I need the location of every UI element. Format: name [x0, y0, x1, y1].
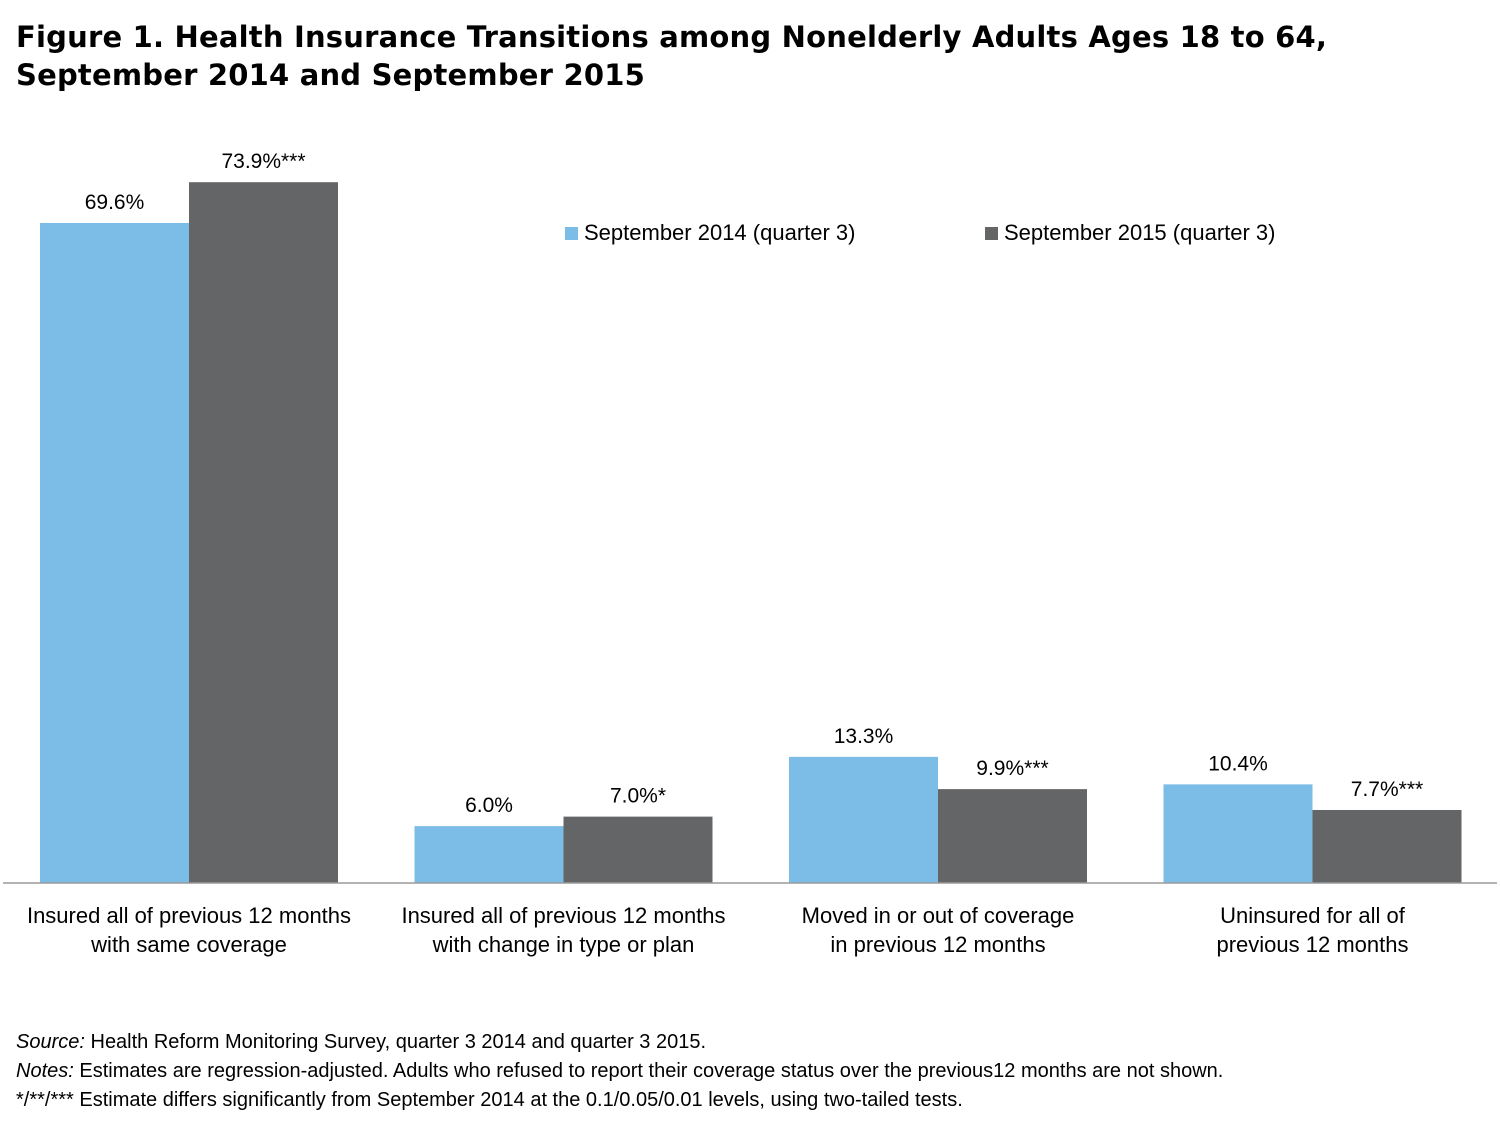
source-text: Health Reform Monitoring Survey, quarter…: [84, 1031, 707, 1053]
significance-note: */**/*** Estimate differs significantly …: [16, 1089, 963, 1111]
notes-note: Notes: Estimates are regression-adjusted…: [16, 1057, 1223, 1086]
category-label-1-line-2: with same coverage: [90, 932, 287, 957]
data-label-2015-3: 9.9%***: [976, 757, 1048, 780]
legend-item-2014: September 2014 (quarter 3): [565, 220, 856, 246]
bar-2014-1: [40, 222, 189, 883]
data-label-2014-3: 13.3%: [834, 725, 894, 748]
bar-2015-3: [938, 789, 1087, 883]
legend-label-2014: September 2014 (quarter 3): [584, 220, 856, 245]
legend-label-2015: September 2015 (quarter 3): [1004, 220, 1276, 245]
footnotes: Source: Health Reform Monitoring Survey,…: [16, 1028, 1223, 1115]
bar-2014-3: [789, 756, 938, 883]
data-label-2015-2: 7.0%*: [610, 785, 666, 808]
notes-text: Estimates are regression-adjusted. Adult…: [73, 1060, 1224, 1082]
source-label: Source:: [16, 1031, 85, 1053]
notes-label: Notes:: [16, 1060, 74, 1082]
bar-2015-1: [189, 182, 338, 883]
data-label-2015-1: 73.9%***: [221, 150, 305, 173]
bar-2015-4: [1312, 809, 1462, 883]
data-label-2014-1: 69.6%: [85, 191, 145, 214]
legend-swatch-2014: [565, 226, 578, 240]
category-label-1-line-1: Insured all of previous 12 months: [27, 903, 351, 928]
category-label-2-line-2: with change in type or plan: [432, 932, 695, 957]
source-note: Source: Health Reform Monitoring Survey,…: [16, 1028, 1223, 1057]
category-label-4-line-1: Uninsured for all of: [1220, 903, 1406, 928]
bar-chart: 69.6% 73.9%*** Insured all of previous 12 …: [3, 150, 1497, 957]
bar-2014-2: [414, 826, 564, 883]
category-label-2-line-1: Insured all of previous 12 months: [401, 903, 725, 928]
data-label-2014-2: 6.0%: [465, 794, 513, 817]
bar-2015-2: [563, 816, 713, 883]
legend-swatch-2015: [985, 226, 998, 240]
bar-2014-4: [1163, 784, 1313, 883]
legend-item-2015: September 2015 (quarter 3): [985, 220, 1276, 246]
data-label-2015-4: 7.7%***: [1351, 778, 1423, 801]
category-label-4-line-2: previous 12 months: [1217, 932, 1409, 957]
category-label-3-line-2: in previous 12 months: [830, 932, 1045, 957]
data-label-2014-4: 10.4%: [1208, 752, 1268, 775]
chart-title: Figure 1. Health Insurance Transitions a…: [16, 20, 1328, 92]
category-label-3-line-1: Moved in or out of coverage: [802, 903, 1075, 928]
